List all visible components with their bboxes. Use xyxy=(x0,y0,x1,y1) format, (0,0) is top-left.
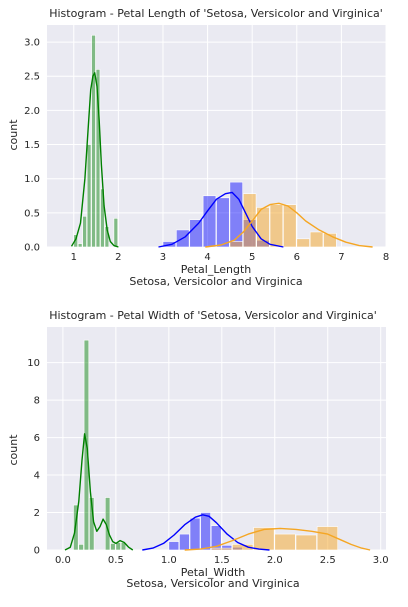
x-tick-label: 2.0 xyxy=(267,555,283,566)
kde-curves xyxy=(70,72,373,248)
x-axis-label: Petal_Width xyxy=(181,566,246,579)
x-tick-label: 3 xyxy=(160,252,166,263)
y-tick-label: 2.0 xyxy=(24,106,40,117)
kde-curves xyxy=(64,433,371,551)
histogram-bar xyxy=(283,204,297,248)
kde-line xyxy=(205,202,373,248)
kde-line xyxy=(184,527,371,551)
kde-line xyxy=(70,72,119,248)
kde-line xyxy=(64,433,134,551)
histogram-bar xyxy=(295,534,317,551)
y-tick-label: 3.0 xyxy=(24,38,40,49)
x-axis-sublabel: Setosa, Versicolor and Virginica xyxy=(126,577,299,590)
y-tick-label: 10 xyxy=(27,358,40,369)
histogram-bar xyxy=(274,533,296,551)
histogram-bar xyxy=(296,238,310,248)
plot-background xyxy=(47,327,386,550)
histogram-bar xyxy=(77,243,83,248)
y-tick-label: 1.0 xyxy=(24,174,40,185)
petal-width-chart: Histogram - Petal Width of 'Setosa, Vers… xyxy=(7,309,389,590)
histogram-bar xyxy=(86,144,92,248)
kde-line xyxy=(142,514,270,551)
y-tick-label: 8 xyxy=(34,396,40,407)
x-tick-labels: 1 2 3 4 5 6 7 8 xyxy=(71,252,390,263)
y-tick-label: 2 xyxy=(34,508,40,519)
x-axis-label: Petal_Length xyxy=(181,263,252,276)
histogram-bar xyxy=(269,204,284,248)
histogram-bar xyxy=(316,526,339,551)
kde-line xyxy=(158,191,284,248)
histogram-bar xyxy=(200,512,211,551)
histogram-bar xyxy=(168,541,180,551)
histogram-bar xyxy=(110,543,116,551)
x-tick-label: 0.5 xyxy=(108,555,124,566)
x-tick-label: 2 xyxy=(115,252,121,263)
histogram-bar xyxy=(91,34,96,248)
histogram-bar xyxy=(113,218,119,248)
x-tick-label: 1.0 xyxy=(161,555,177,566)
y-tick-label: 0.5 xyxy=(24,208,40,219)
x-tick-label: 0.0 xyxy=(55,555,71,566)
histogram-bar xyxy=(189,517,201,551)
x-tick-labels: 0.0 0.5 1.0 1.5 2.0 2.5 3.0 xyxy=(55,555,389,566)
x-tick-label: 5 xyxy=(249,252,255,263)
y-tick-label: 1.5 xyxy=(24,140,40,151)
x-tick-label: 8 xyxy=(383,252,389,263)
y-axis-label: count xyxy=(7,119,20,151)
y-tick-label: 0 xyxy=(34,546,40,557)
chart-title: Histogram - Petal Width of 'Setosa, Vers… xyxy=(49,309,377,322)
histogram-bar xyxy=(95,69,101,248)
x-tick-label: 1 xyxy=(71,252,77,263)
x-tick-label: 3.0 xyxy=(373,555,389,566)
y-tick-labels: 0.0 0.5 1.0 1.5 2.0 2.5 3.0 xyxy=(24,38,40,254)
petal-length-chart: Histogram - Petal Length of 'Setosa, Ver… xyxy=(7,7,389,288)
y-tick-label: 4 xyxy=(34,471,40,482)
x-tick-label: 4 xyxy=(204,252,210,263)
x-tick-label: 7 xyxy=(338,252,344,263)
x-axis-sublabel: Setosa, Versicolor and Virginica xyxy=(129,275,302,288)
x-tick-label: 1.5 xyxy=(214,555,230,566)
histogram-bar xyxy=(253,527,275,551)
y-tick-label: 0.0 xyxy=(24,243,40,254)
histogram-bar xyxy=(82,215,87,248)
y-tick-labels: 0 2 4 6 8 10 xyxy=(27,358,40,556)
x-tick-label: 2.5 xyxy=(320,555,336,566)
histogram-bar xyxy=(229,241,243,248)
y-axis-label: count xyxy=(7,434,20,466)
histogram-bar xyxy=(78,544,84,551)
y-tick-label: 6 xyxy=(34,433,40,444)
chart-title: Histogram - Petal Length of 'Setosa, Ver… xyxy=(49,7,383,20)
x-tick-label: 6 xyxy=(294,252,300,263)
histogram-bar xyxy=(216,197,230,248)
histogram-bar xyxy=(73,234,78,248)
y-tick-label: 2.5 xyxy=(24,72,40,83)
histogram-bar xyxy=(210,547,233,551)
histogram-bar xyxy=(189,219,203,248)
histogram-bar xyxy=(179,533,190,551)
histogram-bar xyxy=(309,231,324,248)
